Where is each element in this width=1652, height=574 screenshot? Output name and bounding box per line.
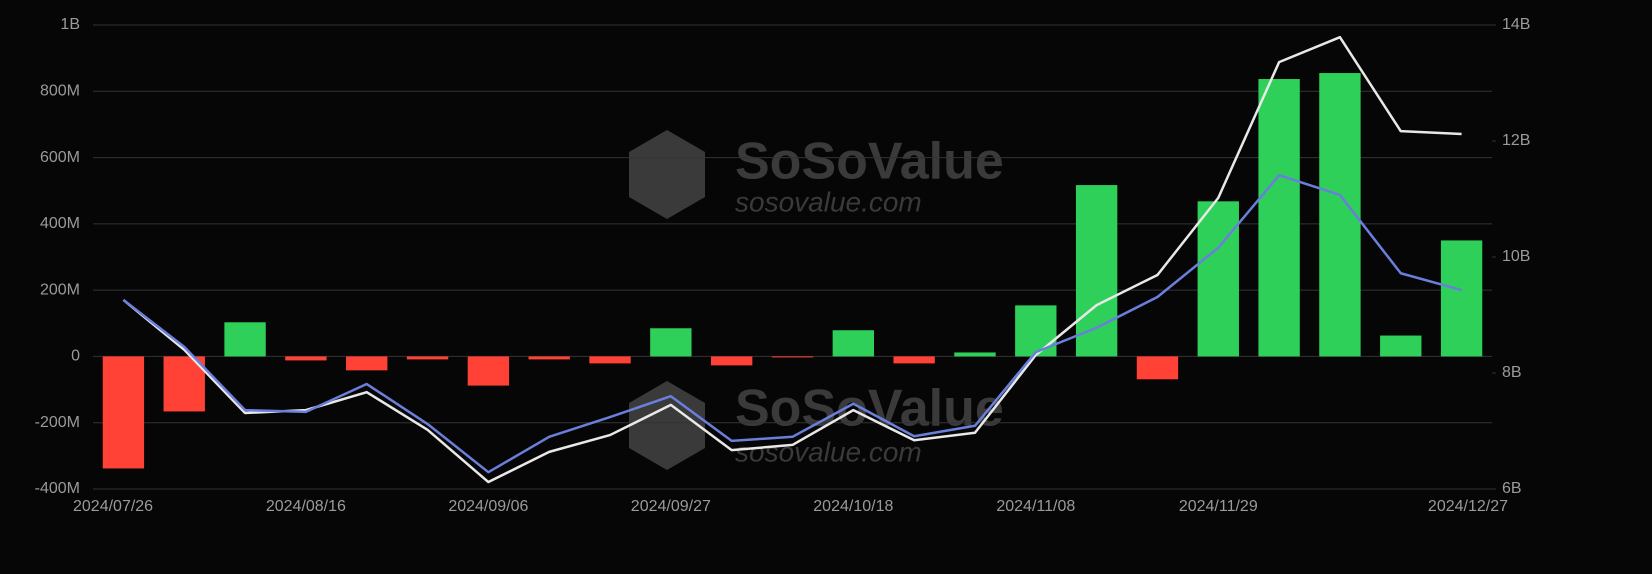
bar [467,356,510,386]
x-tick-label: 2024/10/18 [813,498,893,515]
line [122,173,1462,474]
bar [1197,201,1239,357]
bar [1319,73,1361,357]
y2-tick-label: 8B [1502,364,1522,381]
bar [710,356,753,366]
y-tick-label: -200M [35,414,80,431]
bar [1075,185,1118,357]
y-tick-label: 200M [40,281,80,298]
y-tick-label: 0 [71,348,80,365]
y-tick-label: 600M [40,149,80,166]
y-tick-label: 400M [40,215,80,232]
watermark-name: SoSoValue [735,380,1004,438]
bar [1440,240,1483,357]
bar [1136,356,1179,380]
y2-tick-label: 6B [1502,480,1522,497]
x-tick-label: 2024/12/27 [1428,498,1508,515]
y-tick-label: 1B [60,16,80,33]
x-tick-label: 2024/09/06 [448,498,528,515]
x-tick-label: 2024/07/26 [73,498,153,515]
watermark-url: sosovalue.com [735,436,922,467]
bar [346,356,388,371]
bar [1015,305,1057,357]
bar [285,356,327,361]
bar [893,356,935,364]
y2-tick-label: 10B [1502,248,1530,265]
bar [1258,79,1300,357]
bar [528,356,570,360]
bar [589,356,631,364]
line [122,35,1462,484]
x-tick-label: 2024/08/16 [266,498,346,515]
bar [771,356,814,358]
bar [224,322,266,357]
x-tick-label: 2024/11/29 [1179,498,1258,515]
bar [102,356,145,469]
y2-tick-label: 12B [1502,132,1530,149]
y-tick-label: -400M [35,480,80,497]
bar [954,352,996,357]
watermark-logo [629,381,705,470]
watermark-logo [629,130,705,219]
watermark-url: sosovalue.com [735,186,922,217]
bar [832,330,875,357]
y-tick-label: 800M [40,83,80,100]
bar [650,328,692,357]
watermark: SoSoValue sosovalue.com SoSoValue sosova… [629,130,1004,470]
y2-tick-label: 14B [1502,16,1530,33]
bar [406,356,449,360]
x-tick-label: 2024/09/27 [631,498,711,515]
x-tick-label: 2024/11/08 [996,498,1075,515]
watermark-name: SoSoValue [735,133,1004,191]
bar [1380,335,1422,357]
